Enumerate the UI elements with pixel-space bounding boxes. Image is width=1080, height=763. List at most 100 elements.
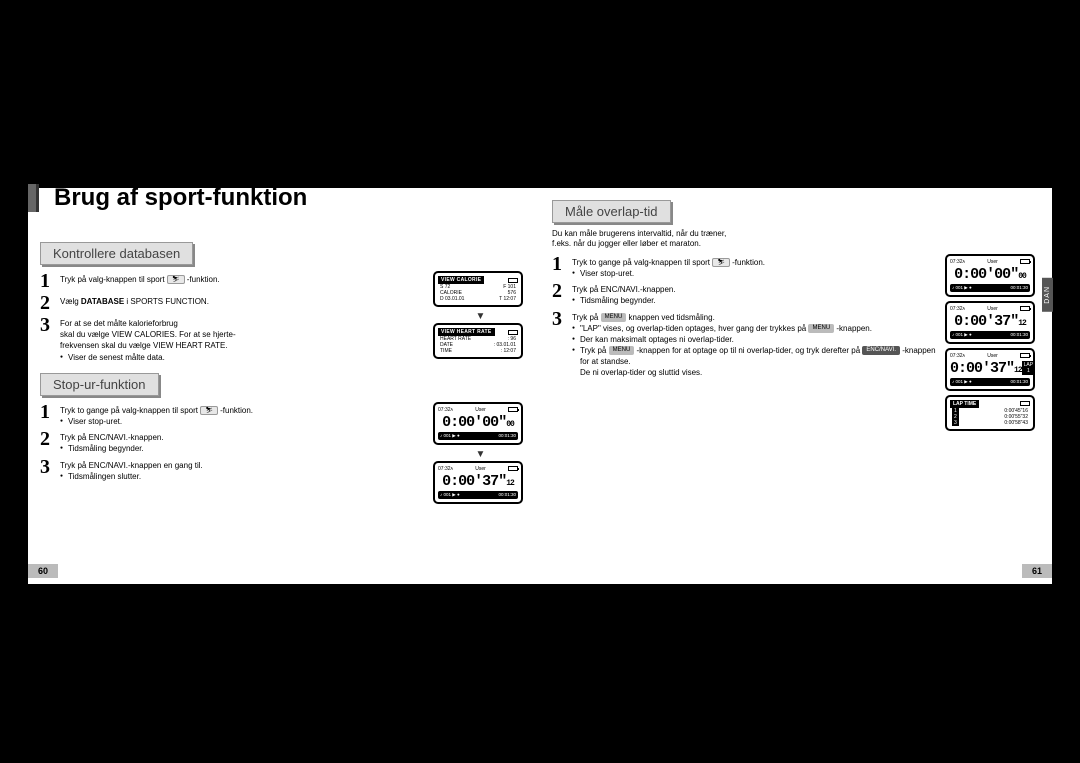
lcd-footer: 00:01:30: [498, 433, 516, 439]
menu-button-label: MENU: [808, 324, 834, 333]
lcd-bar: VIEW HEART RATE: [438, 328, 495, 336]
lap-badge: LAP 1: [1022, 361, 1035, 375]
battery-icon: [508, 278, 518, 283]
lcd-cell: T 12:07: [499, 296, 516, 302]
page-number-left: 60: [28, 564, 58, 578]
step-number: 2: [40, 429, 54, 454]
lcd-time: 07:32ᴀ: [950, 353, 965, 359]
step-text: i SPORTS FUNCTION.: [124, 297, 209, 306]
step-row: 1 Tryk to gange på valg-knappen til spor…: [40, 402, 425, 427]
lcd-user: User: [475, 466, 486, 472]
lcd-view-heartrate: VIEW HEART RATE HEART RATE: 96 DATE: 03.…: [433, 323, 523, 359]
enc-button-label: ENC/NAVI.: [862, 346, 900, 355]
step-bullet: Viser stop-uret.: [572, 268, 937, 279]
lcd-footer: ♪ 001 ▶ ●: [952, 285, 972, 291]
battery-icon: [508, 466, 518, 471]
page-number-right: 61: [1022, 564, 1052, 578]
lcd-time: 07:32ᴀ: [438, 466, 453, 472]
step-number: 2: [552, 281, 566, 306]
lcd-footer: ♪ 001 ▶ ●: [952, 379, 972, 385]
section-intro: Du kan måle brugerens intervaltid, når d…: [552, 229, 1040, 250]
step-text: -funktion.: [187, 275, 220, 284]
lcd-sub: 00: [506, 420, 514, 429]
lcd-footer: ♪ 001 ▶ ●: [440, 433, 460, 439]
step-row: 3 Tryk på ENC/NAVI.-knappen en gang til.…: [40, 457, 425, 482]
lcd-big-time: 0:00'37: [442, 473, 498, 490]
step-row: 1 Tryk på valg-knappen til sport ⛷ -funk…: [40, 271, 425, 291]
step-text: knappen ved tidsmåling.: [629, 313, 715, 322]
step-row: 3 Tryk på MENU knappen ved tidsmåling. "…: [552, 309, 937, 379]
lcd-stopwatch-running: 07:32ᴀUser 0:00'37"12 ♪ 001 ▶ ●00:01:30: [433, 461, 523, 504]
sport-icon: ⛷: [712, 258, 730, 267]
lcd-lap-times: LAP TIME 10:00'45"16 20:00'55"32 30:00'5…: [945, 395, 1035, 431]
battery-icon: [1020, 259, 1030, 264]
lcd-footer: 00:01:30: [498, 492, 516, 498]
page-title: Brug af sport-funktion: [54, 184, 307, 212]
lcd-footer: ♪ 001 ▶ ●: [440, 492, 460, 498]
step-text: -funktion.: [220, 406, 253, 415]
section-heading-stopwatch: Stop-ur-funktion: [40, 373, 159, 396]
lcd-view-calorie: VIEW CALORIE S 72F 101 CALORIE576 D 03.0…: [433, 271, 523, 307]
battery-icon: [1020, 401, 1030, 406]
page-left: Brug af sport-funktion Kontrollere datab…: [28, 188, 540, 584]
step-text: Tryk på ENC/NAVI.-knappen.: [572, 285, 676, 294]
lcd-overlap-running: 07:32ᴀUser 0:00'37"12 ♪ 001 ▶ ●00:01:30: [945, 301, 1035, 344]
page-spread: Brug af sport-funktion Kontrollere datab…: [28, 188, 1052, 584]
lcd-user: User: [987, 259, 998, 265]
step-number: 3: [40, 315, 54, 363]
menu-button-label: MENU: [609, 346, 635, 355]
lcd-bar: VIEW CALORIE: [438, 276, 484, 284]
step-bullet: Tidsmåling begynder.: [60, 443, 425, 454]
lcd-big-time: 0:00'37: [950, 360, 1006, 377]
lcd-cell: TIME: [440, 348, 452, 354]
lcd-overlap-lap: 07:32ᴀUser 0:00'37"12 LAP 1 ♪ 001 ▶ ●00:…: [945, 348, 1035, 391]
step-bullet: "LAP" vises, og overlap-tiden optages, h…: [572, 323, 937, 334]
section-heading-overlap: Måle overlap-tid: [552, 200, 671, 223]
step-row: 2 Vælg DATABASE i SPORTS FUNCTION.: [40, 293, 425, 313]
sport-icon: ⛷: [200, 406, 218, 415]
step-number: 3: [40, 457, 54, 482]
step-row: 3 For at se det målte kalorieforbrug ska…: [40, 315, 425, 363]
lcd-time: 07:32ᴀ: [438, 407, 453, 413]
step-number: 3: [552, 309, 566, 379]
lcd-sub: 12: [1018, 319, 1026, 328]
lcd-big-time: 0:00'00: [954, 266, 1010, 283]
lcd-sub: 12: [506, 479, 514, 488]
step-bullet: Tidsmåling begynder.: [572, 295, 937, 306]
battery-icon: [508, 330, 518, 335]
language-tab: DAN: [1042, 278, 1053, 312]
step-text: Tryk på valg-knappen til sport: [60, 275, 165, 284]
step-row: 2 Tryk på ENC/NAVI.-knappen. Tidsmåling …: [552, 281, 937, 306]
battery-icon: [1020, 353, 1030, 358]
lcd-cell: D 03.01.01: [440, 296, 464, 302]
lcd-time: 07:32ᴀ: [950, 306, 965, 312]
lcd-bar: LAP TIME: [950, 400, 979, 408]
down-arrow-icon: ▼: [433, 449, 528, 460]
down-arrow-icon: ▼: [433, 311, 528, 322]
lcd-footer: 00:01:30: [1010, 379, 1028, 385]
lcd-footer: 00:01:30: [1010, 285, 1028, 291]
step-text: For at se det målte kalorieforbrug skal …: [60, 319, 236, 350]
step-number: 1: [40, 402, 54, 427]
lcd-sub: 00: [1018, 272, 1026, 281]
section-heading-database: Kontrollere databasen: [40, 242, 193, 265]
lcd-stopwatch-zero: 07:32ᴀUser 0:00'00"00 ♪ 001 ▶ ●00:01:30: [433, 402, 523, 445]
lcd-cell: : 12:07: [501, 348, 516, 354]
step-text: Tryk på ENC/NAVI.-knappen en gang til.: [60, 461, 203, 470]
step-text: Tryk to gange på valg-knappen til sport: [60, 406, 198, 415]
step-bullet: Tidsmålingen slutter.: [60, 471, 425, 482]
lcd-big-time: 0:00'37: [954, 313, 1010, 330]
step-bullet: Viser stop-uret.: [60, 416, 425, 427]
step-number: 1: [552, 254, 566, 279]
lcd-footer: ♪ 001 ▶ ●: [952, 332, 972, 338]
lcd-time: 07:32ᴀ: [950, 259, 965, 265]
lap-n: 3: [952, 420, 959, 426]
step-bullet: Der kan maksimalt optages ni overlap-tid…: [572, 334, 937, 345]
lap-time: 0:00'58"43: [1004, 420, 1028, 426]
step-text: Tryk på: [572, 313, 601, 322]
battery-icon: [508, 407, 518, 412]
menu-button-label: MENU: [601, 313, 627, 322]
step-bold: DATABASE: [81, 297, 124, 306]
lcd-big-time: 0:00'00: [442, 414, 498, 431]
lcd-user: User: [475, 407, 486, 413]
